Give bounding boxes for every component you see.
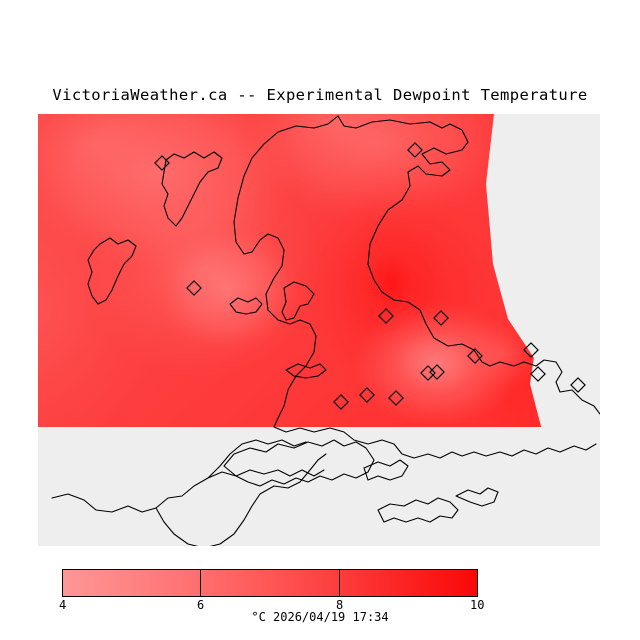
colorbar-tick-label-6: 6 [197,598,205,612]
map-canvas[interactable] [38,114,600,546]
page-title: VictoriaWeather.ca -- Experimental Dewpo… [52,86,588,104]
station-markers[interactable] [154,142,586,410]
colorbar-units-and-timestamp: °C 2026/04/19 17:34 [251,610,389,624]
colorbar-tickline [339,569,340,597]
station-marker[interactable] [407,142,423,158]
station-marker[interactable] [429,364,445,380]
station-marker[interactable] [530,366,546,382]
station-marker[interactable] [378,308,394,324]
station-marker[interactable] [433,310,449,326]
station-marker[interactable] [388,390,404,406]
colorbar-tick-label-10: 10 [470,598,485,612]
land-mask-shapes [38,114,600,546]
station-marker[interactable] [420,365,436,381]
map-panel[interactable] [38,114,600,546]
colorbar-tick-label-4: 4 [59,598,67,612]
station-marker[interactable] [570,377,586,393]
station-marker[interactable] [154,155,170,171]
colorbar-tick-label-8: 8 [336,598,344,612]
colorbar-tickline [200,569,201,597]
colorbar-gradient [62,569,478,597]
station-marker[interactable] [467,348,483,364]
station-marker[interactable] [523,342,539,358]
station-marker[interactable] [359,387,375,403]
colorbar [62,569,478,597]
station-marker[interactable] [186,280,202,296]
station-marker[interactable] [333,394,349,410]
coastlines [51,115,600,546]
